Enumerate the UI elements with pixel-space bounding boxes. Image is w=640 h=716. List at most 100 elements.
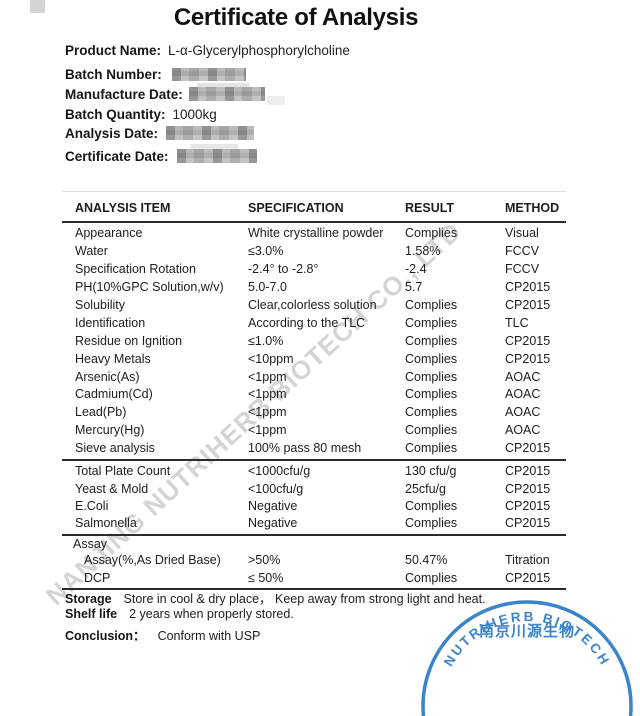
shelf-life-row: Shelf life 2 years when properly stored. — [65, 607, 294, 621]
cell-item: Arsenic(As) — [75, 369, 140, 384]
cell-result: Complies — [405, 351, 458, 366]
field-label: Manufacture Date: — [65, 87, 183, 102]
cell-result: 50.47% — [405, 552, 448, 567]
cell-result: Complies — [405, 226, 458, 240]
cell-result: 5.7 — [405, 279, 423, 294]
cell-item: Residue on Ignition — [75, 333, 183, 348]
scan-artifact — [30, 0, 45, 13]
storage-row: Storage Store in cool & dry place， Keep a… — [65, 588, 486, 607]
table-row: PH(10%GPC Solution,w/v) 5.0-7.0 5.7 CP2015 — [62, 279, 566, 297]
cell-method: CP2015 — [505, 279, 551, 294]
table-row: Sieve analysis 100% pass 80 mesh Complies C… — [62, 440, 566, 458]
header-cell-specification: SPECIFICATION — [248, 201, 344, 215]
page-title: Certificate of Analysis — [173, 4, 419, 31]
cell-method: AOAC — [505, 405, 541, 420]
field-row: Batch Quantity: 1000kg — [65, 107, 217, 122]
cell-result: Complies — [405, 333, 458, 348]
censored-value — [166, 126, 255, 140]
censored-value — [171, 68, 246, 81]
cell-method: FCCV — [505, 261, 540, 276]
cell-spec: ≤3.0% — [248, 243, 284, 258]
table-row: Total Plate Count <1000cfu/g 130 cfu/g CP20… — [62, 463, 566, 480]
cell-spec: -2.4° to -2.8° — [248, 261, 319, 276]
cell-item: PH(10%GPC Solution,w/v) — [75, 279, 224, 294]
cell-item: Yeast & Mold — [75, 481, 149, 496]
field-label: Certificate Date: — [65, 149, 169, 164]
cell-method: AOAC — [505, 369, 541, 384]
cell-method: Visual — [505, 226, 539, 240]
table-row: DCP ≤ 50% Complies CP2015 — [62, 569, 566, 587]
cell-method: AOAC — [505, 423, 541, 438]
table-row: Assay(%,As Dried Base) >50% 50.47% Titratio… — [62, 551, 566, 569]
cell-result: Complies — [405, 315, 458, 330]
field-label: Product Name: — [65, 43, 162, 58]
shelf-life-value: 2 years when properly stored. — [129, 607, 294, 621]
table-section: Assay Assay(%,As Dried Base) >50% 50.47% Tit… — [62, 536, 566, 590]
conclusion-row: Conclusion： Conform with USP — [65, 625, 260, 644]
cell-result: Complies — [405, 498, 458, 513]
table-section: Total Plate Count <1000cfu/g 130 cfu/g CP20… — [62, 461, 566, 536]
table-row: E.Coli Negative Complies CP2015 — [62, 498, 566, 515]
cell-item: Salmonella — [75, 516, 137, 531]
cell-method: TLC — [505, 315, 529, 330]
cell-spec: <1ppm — [248, 369, 287, 384]
field-value: 1000kg — [172, 107, 217, 122]
group-label: Assay — [73, 536, 108, 551]
cell-item: DCP — [84, 570, 111, 585]
cell-spec: Negative — [248, 498, 298, 513]
cell-spec: <100cfu/g — [248, 481, 304, 496]
cell-method: CP2015 — [505, 481, 551, 496]
cell-spec: Negative — [248, 516, 298, 531]
field-row: Analysis Date: — [65, 126, 255, 141]
table-section: Appearance White crystalline powder Compli… — [62, 223, 566, 462]
table-row: Lead(Pb) <1ppm Complies AOAC — [62, 404, 566, 422]
cell-item: Sieve analysis — [75, 441, 155, 456]
cell-method: CP2015 — [505, 333, 551, 348]
header-cell-method: METHOD — [505, 201, 560, 215]
field-label: Batch Number: — [65, 67, 162, 82]
cell-result: Complies — [405, 297, 458, 312]
scan-artifact — [267, 96, 285, 105]
cell-spec: 5.0-7.0 — [248, 279, 287, 294]
censored-value — [188, 87, 265, 101]
storage-label: Storage — [65, 592, 112, 606]
field-value: L-α-Glycerylphosphorylcholine — [168, 43, 350, 58]
conclusion-value: Conform with USP — [157, 629, 261, 643]
cell-spec: <1000cfu/g — [248, 464, 311, 479]
cell-spec: White crystalline powder — [248, 226, 384, 240]
table-body: Appearance White crystalline powder Compli… — [62, 223, 566, 590]
cell-result: Complies — [405, 516, 458, 531]
cell-result: -2.4 — [405, 261, 427, 276]
cell-item: Identification — [75, 315, 146, 330]
cell-method: CP2015 — [505, 570, 551, 585]
table-row: Water ≤3.0% 1.58% FCCV — [62, 243, 566, 261]
cell-item: Heavy Metals — [75, 351, 151, 366]
cell-result: Complies — [405, 387, 458, 402]
cell-method: CP2015 — [505, 441, 551, 456]
analysis-table: ANALYSIS ITEM SPECIFICATION RESULT METHO… — [62, 191, 566, 590]
cell-spec: ≤1.0% — [248, 333, 284, 348]
table-row: Cadmium(Cd) <1ppm Complies AOAC — [62, 386, 566, 404]
cell-method: CP2015 — [505, 351, 551, 366]
cell-result: Complies — [405, 423, 458, 438]
conclusion-label: Conclusion： — [65, 629, 146, 643]
cell-item: Specification Rotation — [75, 261, 196, 276]
censored-value — [176, 149, 257, 163]
cell-spec: According to the TLC — [248, 315, 366, 330]
cell-item: Appearance — [75, 226, 143, 240]
cell-method: FCCV — [505, 243, 540, 258]
cell-item: E.Coli — [75, 498, 109, 513]
cell-result: Complies — [405, 369, 458, 384]
cell-result: 25cfu/g — [405, 481, 447, 496]
cell-result: Complies — [405, 570, 458, 585]
field-row: Certificate Date: — [65, 149, 257, 164]
cell-result: Complies — [405, 405, 458, 420]
table-row: Specification Rotation -2.4° to -2.8° -2.4… — [62, 261, 566, 279]
cell-method: CP2015 — [505, 297, 551, 312]
table-row: Heavy Metals <10ppm Complies CP2015 — [62, 351, 566, 369]
cell-item: Solubility — [75, 297, 126, 312]
table-row: Identification According to the TLC Compli… — [62, 315, 566, 333]
header-cell-result: RESULT — [405, 201, 455, 215]
cell-method: Titration — [505, 552, 550, 567]
cell-spec: ≤ 50% — [248, 570, 284, 585]
